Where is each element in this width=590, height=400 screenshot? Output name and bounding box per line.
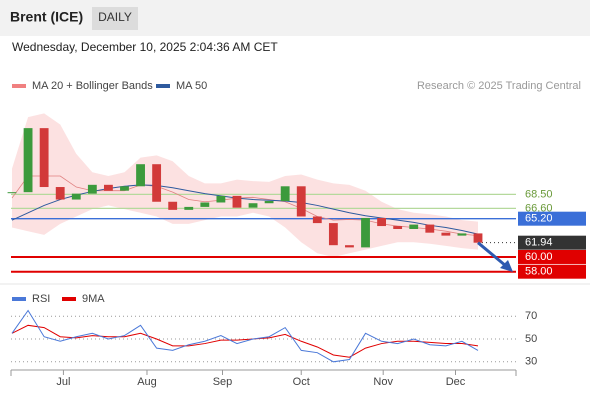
- level-label: 65.20: [525, 213, 553, 225]
- x-tick-label: Nov: [373, 376, 393, 388]
- level-label: 66.60: [525, 202, 553, 214]
- level-tag: [518, 211, 586, 226]
- candle: [23, 128, 33, 193]
- bollinger-band: [12, 113, 478, 257]
- legend-label: RSI: [32, 293, 50, 305]
- level-tag: [518, 249, 586, 264]
- candle: [168, 201, 178, 210]
- candle: [409, 224, 419, 229]
- date-line: Wednesday, December 10, 2025 2:04:36 AM …: [12, 40, 278, 54]
- x-tick-label: Dec: [446, 376, 466, 388]
- legend-swatch: [12, 84, 26, 88]
- legend-swatch: [156, 84, 170, 88]
- y-tick-label: 30: [525, 356, 537, 368]
- credit: Research © 2025 Trading Central: [417, 80, 581, 92]
- x-tick-label: Jul: [56, 376, 70, 388]
- candle: [184, 206, 194, 210]
- forecast-arrowhead: [500, 260, 513, 272]
- candle: [152, 164, 162, 202]
- candle: [200, 202, 210, 207]
- rsi-line: [11, 324, 479, 358]
- legend-label: 9MA: [82, 293, 105, 305]
- candle: [232, 195, 242, 208]
- candle: [7, 192, 17, 194]
- level-label: 61.94: [525, 237, 553, 249]
- legend-label: MA 50: [176, 80, 207, 92]
- level-label: 60.00: [525, 251, 553, 263]
- candle: [216, 195, 226, 203]
- candle: [312, 216, 322, 224]
- level-tag: [518, 264, 586, 279]
- period-label[interactable]: DAILY: [98, 10, 132, 24]
- candle: [425, 224, 435, 233]
- candle: [377, 217, 387, 227]
- level-tag: [518, 235, 586, 250]
- x-tick-label: Sep: [213, 376, 233, 388]
- legend-swatch: [12, 297, 26, 301]
- candle: [393, 226, 403, 229]
- rsi-line: [11, 309, 479, 363]
- candle: [296, 186, 306, 217]
- period-button[interactable]: [92, 7, 138, 30]
- header-bar: [0, 0, 590, 36]
- candle: [103, 184, 113, 191]
- forecast-arrow: [477, 241, 507, 268]
- level-label: 58.00: [525, 266, 553, 278]
- candle: [345, 245, 354, 248]
- candle: [457, 233, 467, 236]
- candle: [473, 233, 483, 243]
- candle: [55, 187, 65, 200]
- candle: [120, 186, 129, 191]
- candle: [280, 186, 290, 202]
- level-label: 68.50: [525, 188, 553, 200]
- y-tick-label: 70: [525, 310, 537, 322]
- candle: [264, 201, 274, 204]
- x-tick-label: Aug: [137, 376, 157, 388]
- candle: [39, 128, 49, 188]
- legend-swatch: [62, 297, 76, 301]
- candle: [328, 223, 338, 246]
- legend-label: MA 20 + Bollinger Bands: [32, 80, 153, 92]
- candle: [248, 203, 258, 208]
- candle: [441, 232, 451, 236]
- x-tick-label: Oct: [293, 376, 310, 388]
- candle: [87, 184, 97, 194]
- candle: [361, 217, 370, 248]
- y-tick-label: 50: [525, 333, 537, 345]
- candle: [136, 164, 145, 187]
- instrument-title: Brent (ICE): [10, 9, 83, 25]
- candle: [71, 193, 81, 200]
